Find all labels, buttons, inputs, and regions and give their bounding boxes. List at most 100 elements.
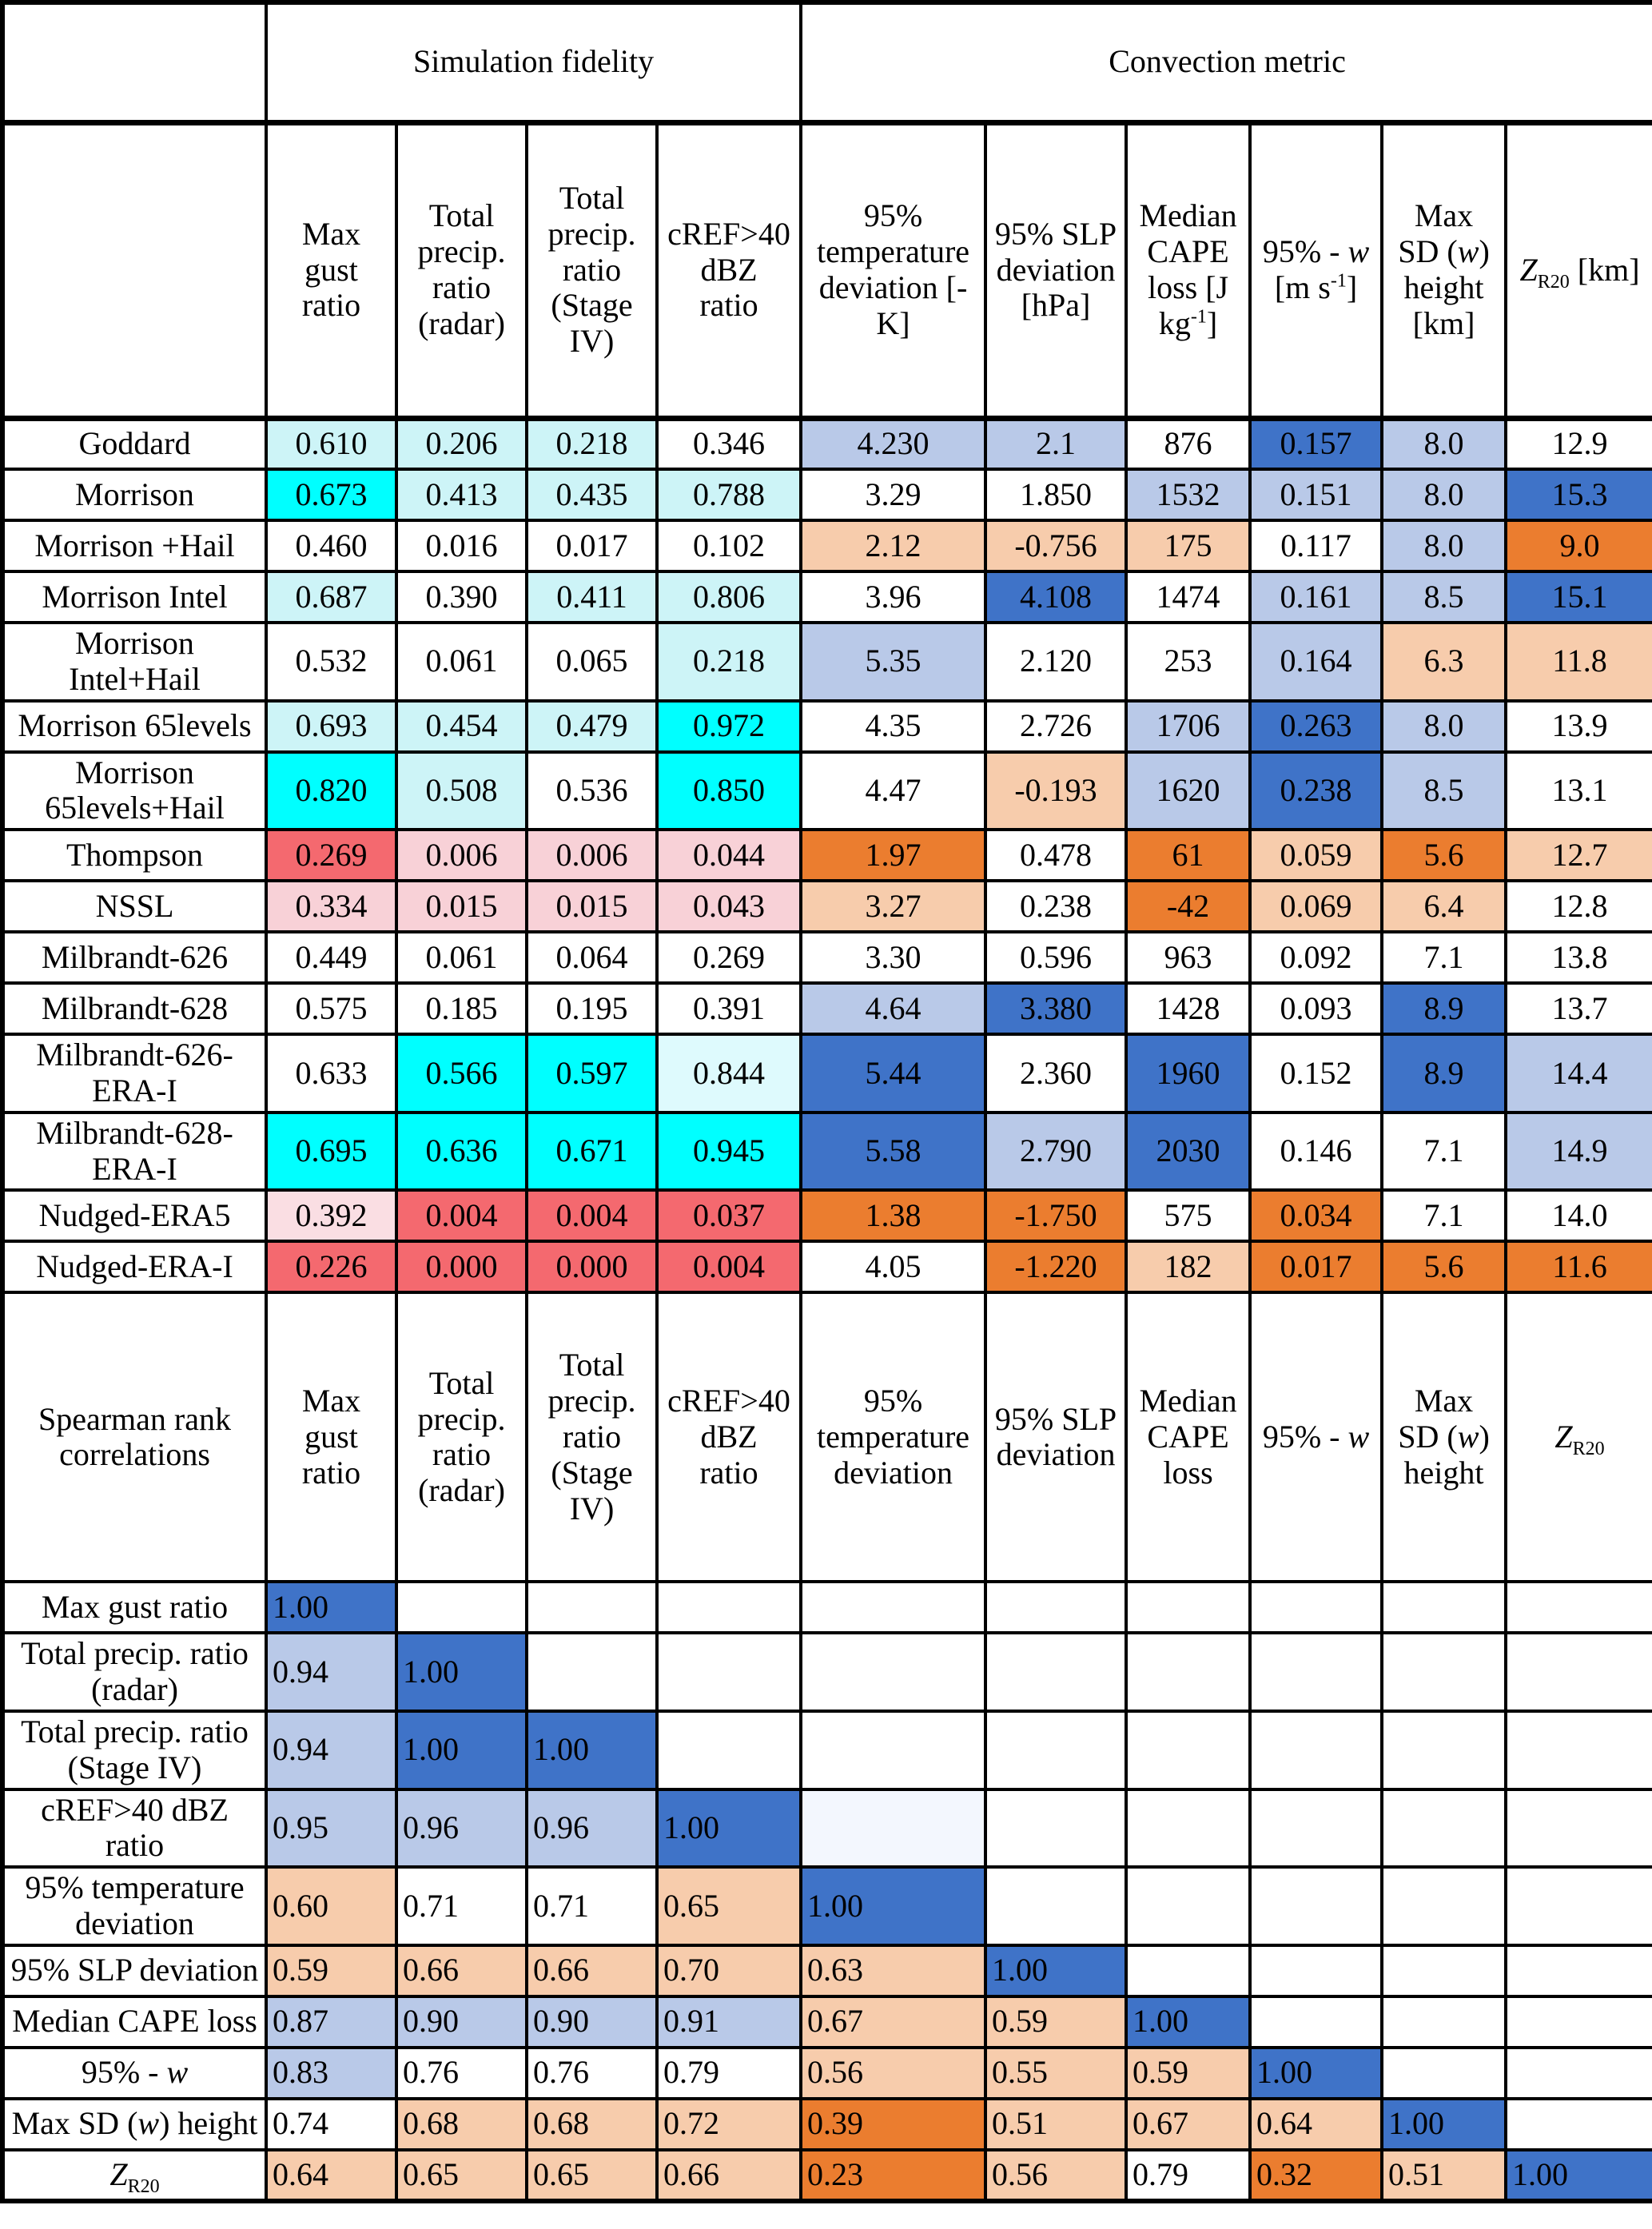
row-label: ZR20 (1, 2147, 268, 2203)
empty-cell (1380, 1787, 1508, 1869)
empty-cell (1125, 1709, 1252, 1791)
correlation-cell: 0.67 (799, 1994, 988, 2049)
correlation-cell: 0.59 (1125, 2045, 1252, 2100)
data-cell: -42 (1125, 879, 1252, 934)
data-cell: 0.000 (525, 1240, 659, 1295)
empty-cell (1380, 1709, 1508, 1791)
data-cell: 4.35 (799, 699, 988, 754)
data-cell: 1.850 (984, 468, 1129, 522)
data-cell: 0.263 (1248, 699, 1384, 754)
data-cell: 0.269 (655, 930, 803, 985)
data-cell: 7.1 (1380, 1188, 1508, 1244)
data-cell: 0.064 (525, 930, 659, 985)
row-label: Morrison 65levels+Hail (1, 750, 268, 832)
data-cell: 4.47 (799, 750, 988, 832)
data-cell: 0.218 (525, 416, 659, 471)
correlation-cell: 0.66 (655, 2147, 803, 2203)
correlation-cell: 0.67 (1125, 2096, 1252, 2151)
data-cell: 3.380 (984, 981, 1129, 1037)
data-cell: 0.238 (1248, 750, 1384, 832)
data-cell: 0.092 (1248, 930, 1384, 985)
data-cell: 0.059 (1248, 828, 1384, 883)
data-cell: 0.238 (984, 879, 1129, 934)
correlation-cell: 0.65 (655, 1865, 803, 1947)
data-cell: 8.5 (1380, 570, 1508, 624)
column-header: ZR20 [km] (1504, 121, 1652, 421)
spearman-corner-label: Spearman rank correlations (1, 1291, 268, 1584)
data-cell: -0.193 (984, 750, 1129, 832)
empty-cell (1248, 1631, 1384, 1713)
spearman-column-header: Max gust ratio (265, 1291, 398, 1584)
data-cell: 1428 (1125, 981, 1252, 1037)
data-cell: 0.391 (655, 981, 803, 1037)
data-cell: 0.069 (1248, 879, 1384, 934)
table-row: Morrison Intel 0.687 0.390 0.411 0.806 3.96 4.… (1, 570, 1652, 624)
data-cell: 0.633 (265, 1033, 398, 1114)
data-cell: 4.05 (799, 1240, 988, 1295)
data-cell: 0.636 (395, 1110, 528, 1192)
data-cell: 0.034 (1248, 1188, 1384, 1244)
data-cell: 0.972 (655, 699, 803, 754)
data-cell: 876 (1125, 416, 1252, 471)
data-cell: -1.220 (984, 1240, 1129, 1295)
data-cell: 14.9 (1504, 1110, 1652, 1192)
table-row: Total precip. ratio (Stage IV) 0.94 1.00 1.0… (1, 1709, 1652, 1791)
table-row: ZR20 0.64 0.65 0.65 0.66 0.23 0.56 0.79 0.32 0.51… (1, 2147, 1652, 2203)
row-label: 95% SLP deviation (1, 1943, 268, 1998)
empty-cell (1125, 1787, 1252, 1869)
data-cell: 0.479 (525, 699, 659, 754)
data-cell: 12.7 (1504, 828, 1652, 883)
data-cell: 3.27 (799, 879, 988, 934)
empty-cell (655, 1709, 803, 1791)
data-cell: 575 (1125, 1188, 1252, 1244)
correlation-cell: 0.68 (395, 2096, 528, 2151)
data-cell: 0.806 (655, 570, 803, 624)
empty-cell (1380, 1943, 1508, 1998)
data-cell: 6.4 (1380, 879, 1508, 934)
empty-cell (984, 1787, 1129, 1869)
data-cell: 2.726 (984, 699, 1129, 754)
data-cell: 0.788 (655, 468, 803, 522)
empty-cell (1248, 1943, 1384, 1998)
table-row: NSSL 0.334 0.015 0.015 0.043 3.27 0.238 -42 0.06… (1, 879, 1652, 934)
data-cell: 0.610 (265, 416, 398, 471)
data-cell: 13.7 (1504, 981, 1652, 1037)
empty-cell (1248, 1787, 1384, 1869)
correlation-cell: 1.00 (1380, 2096, 1508, 2151)
data-cell: 0.093 (1248, 981, 1384, 1037)
row-label: Nudged-ERA5 (1, 1188, 268, 1244)
correlation-cell: 1.00 (1504, 2147, 1652, 2203)
row-label: Milbrandt-626- ERA-I (1, 1033, 268, 1114)
correlation-cell: 0.71 (525, 1865, 659, 1947)
correlation-cell: 1.00 (525, 1709, 659, 1791)
data-cell: 0.460 (265, 519, 398, 573)
row-label: 95% temperature deviation (1, 1865, 268, 1947)
data-cell: 0.945 (655, 1110, 803, 1192)
spearman-column-header: 95% temperature deviation (799, 1291, 988, 1584)
data-cell: 0.575 (265, 981, 398, 1037)
empty-cell (799, 1631, 988, 1713)
spearman-column-header: Max SD (w) height (1380, 1291, 1508, 1584)
group-header-simulation-fidelity: Simulation fidelity (264, 1, 803, 125)
correlation-cell: 0.59 (984, 1994, 1129, 2049)
row-label: cREF>40 dBZ ratio (1, 1787, 268, 1869)
spearman-column-header: Total precip. ratio (radar) (395, 1291, 528, 1584)
table-row: 95% temperature deviation 0.60 0.71 0.71 0.65… (1, 1865, 1652, 1947)
empty-cell (1504, 1787, 1652, 1869)
empty-cell (1125, 1865, 1252, 1947)
correlation-cell: 0.32 (1248, 2147, 1384, 2203)
data-cell: 0.151 (1248, 468, 1384, 522)
table-row: Goddard 0.610 0.206 0.218 0.346 4.230 2.1 876 0.… (1, 416, 1652, 471)
table-row: Morrison 65levels 0.693 0.454 0.479 0.972 4.3… (1, 699, 1652, 754)
empty-cell (1504, 1631, 1652, 1713)
blank-header-cell (1, 121, 268, 421)
empty-cell (1504, 2096, 1652, 2151)
data-cell: 9.0 (1504, 519, 1652, 573)
data-cell: 11.6 (1504, 1240, 1652, 1295)
row-label: Morrison 65levels (1, 699, 268, 754)
correlation-cell: 0.76 (395, 2045, 528, 2100)
row-label: Milbrandt-626 (1, 930, 268, 985)
data-cell: 11.8 (1504, 621, 1652, 703)
correlation-cell: 0.70 (655, 1943, 803, 1998)
table-row: 95% SLP deviation 0.59 0.66 0.66 0.70 0.63 1.0… (1, 1943, 1652, 1998)
